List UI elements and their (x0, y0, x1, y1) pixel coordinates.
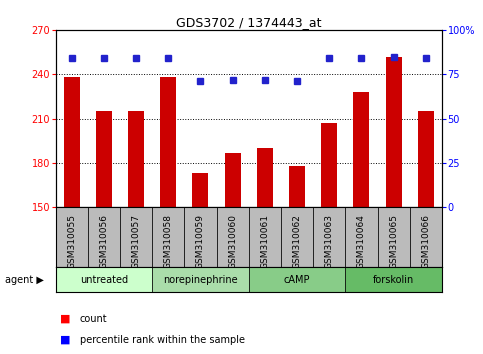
Bar (56, 207, 88, 267)
Bar (321, 123, 337, 207)
Bar (345, 207, 378, 267)
Text: GSM310055: GSM310055 (67, 214, 76, 269)
Bar (345, 267, 442, 292)
Text: agent ▶: agent ▶ (5, 275, 43, 285)
Bar (249, 207, 281, 267)
Text: GSM310056: GSM310056 (99, 214, 108, 269)
Text: count: count (80, 314, 107, 324)
Bar (88, 207, 120, 267)
Title: GDS3702 / 1374443_at: GDS3702 / 1374443_at (176, 16, 322, 29)
Text: untreated: untreated (80, 275, 128, 285)
Text: GSM310065: GSM310065 (389, 214, 398, 269)
Bar (216, 207, 249, 267)
Bar (56, 267, 152, 292)
Bar (192, 173, 209, 207)
Bar (378, 207, 410, 267)
Bar (281, 207, 313, 267)
Bar (120, 207, 152, 267)
Bar (128, 111, 144, 207)
Bar (418, 111, 434, 207)
Text: forskolin: forskolin (373, 275, 414, 285)
Text: ■: ■ (60, 335, 71, 345)
Bar (354, 92, 369, 207)
Text: GSM310059: GSM310059 (196, 214, 205, 269)
Text: GSM310063: GSM310063 (325, 214, 334, 269)
Text: GSM310057: GSM310057 (131, 214, 141, 269)
Bar (249, 267, 345, 292)
Bar (96, 111, 112, 207)
Bar (289, 166, 305, 207)
Text: norepinephrine: norepinephrine (163, 275, 238, 285)
Bar (152, 267, 249, 292)
Bar (152, 207, 185, 267)
Text: GSM310062: GSM310062 (293, 214, 301, 269)
Bar (257, 148, 273, 207)
Bar (385, 57, 402, 207)
Bar (225, 153, 241, 207)
Bar (410, 207, 442, 267)
Bar (160, 77, 176, 207)
Text: GSM310064: GSM310064 (357, 214, 366, 269)
Text: GSM310060: GSM310060 (228, 214, 237, 269)
Bar (185, 207, 216, 267)
Text: percentile rank within the sample: percentile rank within the sample (80, 335, 245, 345)
Bar (313, 207, 345, 267)
Bar (64, 77, 80, 207)
Text: GSM310061: GSM310061 (260, 214, 270, 269)
Text: ■: ■ (60, 314, 71, 324)
Text: cAMP: cAMP (284, 275, 310, 285)
Text: GSM310066: GSM310066 (421, 214, 430, 269)
Text: GSM310058: GSM310058 (164, 214, 173, 269)
